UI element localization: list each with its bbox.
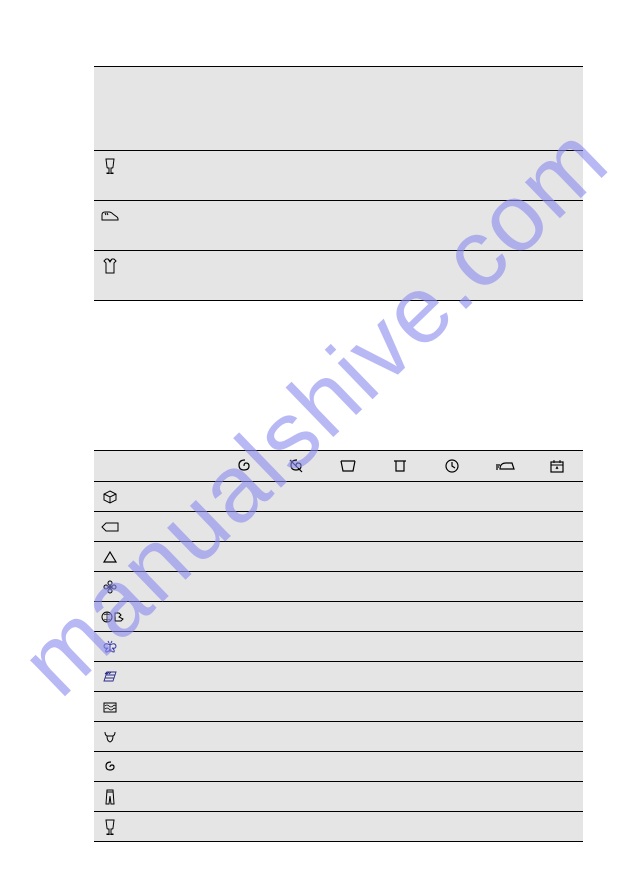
table-row	[94, 572, 583, 602]
table2-header	[94, 450, 583, 482]
table-row	[94, 812, 583, 842]
table-row	[94, 151, 583, 201]
calendar-icon	[531, 458, 583, 474]
table-lower	[94, 450, 583, 842]
glass-icon	[100, 157, 120, 175]
table-row	[94, 512, 583, 542]
bull-icon	[100, 728, 120, 746]
table-row	[94, 662, 583, 692]
iron-icon	[479, 459, 531, 473]
table-upper	[94, 66, 583, 301]
table-row	[94, 722, 583, 752]
table-row	[94, 632, 583, 662]
spiral-solo-icon	[100, 758, 120, 776]
clock-icon	[426, 458, 478, 474]
spiral-icon	[217, 458, 269, 474]
tub-wide-icon	[322, 459, 374, 473]
wool-icon	[100, 608, 128, 626]
wash-icon	[100, 698, 120, 716]
table-row	[94, 602, 583, 632]
table-row	[94, 692, 583, 722]
table-row	[94, 482, 583, 512]
table-row	[94, 542, 583, 572]
table1-header	[94, 66, 583, 151]
shirt-icon	[100, 257, 120, 275]
table-row	[94, 782, 583, 812]
pants-icon	[100, 788, 120, 806]
flower-icon	[100, 578, 120, 596]
table-row	[94, 752, 583, 782]
spiral-crossed-icon	[270, 458, 322, 474]
tag-icon	[100, 518, 120, 536]
glass2-icon	[100, 818, 120, 836]
triangle-icon	[100, 548, 120, 566]
shoe-icon	[100, 207, 120, 225]
butterfly-icon	[100, 638, 120, 656]
tub-narrow-icon	[374, 459, 426, 473]
cube-icon	[100, 488, 120, 506]
table-row	[94, 201, 583, 251]
fabric-icon	[100, 668, 120, 686]
table-row	[94, 251, 583, 301]
